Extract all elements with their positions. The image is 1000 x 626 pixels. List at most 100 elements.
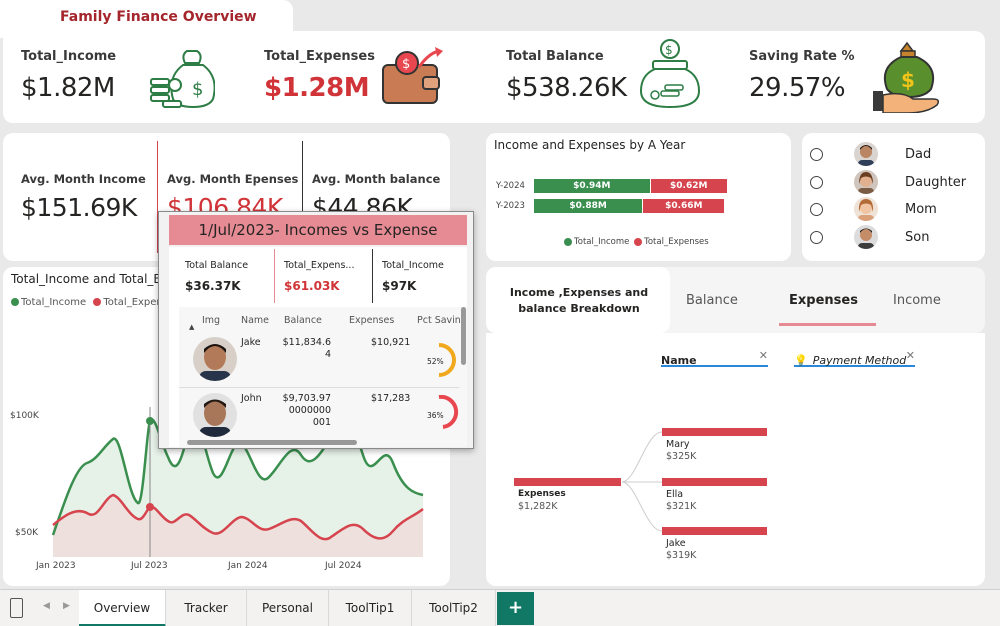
bar-expense[interactable]: $0.66M: [643, 199, 725, 213]
row-pct: 36%: [427, 411, 444, 420]
sort-icon[interactable]: ▲: [189, 323, 195, 331]
row-name: John: [241, 393, 262, 404]
tab-balance[interactable]: Balance: [686, 293, 738, 308]
tooltip-card-value: $97K: [382, 279, 417, 293]
name-filter[interactable]: Name ✕: [661, 349, 768, 367]
tab-expenses[interactable]: Expenses: [789, 293, 858, 308]
pct-gauge: [438, 395, 459, 429]
savings-jar-icon: $: [639, 39, 701, 109]
node-bar[interactable]: [662, 428, 767, 436]
legend-expense-label: Total_Expenses: [103, 297, 180, 308]
radio-button[interactable]: [810, 203, 823, 216]
chevron-right-icon[interactable]: ▶: [63, 601, 70, 611]
payment-filter[interactable]: 💡 Payment Method ✕: [794, 349, 915, 367]
svg-text:$: $: [192, 79, 203, 100]
mobile-layout-icon[interactable]: [10, 598, 23, 618]
horizontal-scrollbar[interactable]: [187, 440, 357, 445]
person-name: Mom: [905, 202, 937, 217]
row-balance: $9,703.97 0000000 001: [282, 393, 331, 428]
column-header[interactable]: Name: [241, 315, 270, 326]
name-filter-label: Name: [661, 354, 697, 367]
bar-income[interactable]: $0.88M: [534, 199, 643, 213]
bar-expense[interactable]: $0.62M: [650, 179, 727, 193]
tooltip-card-label: Total Balance: [185, 260, 249, 271]
avatar: [854, 170, 878, 194]
yearly-chart-legend: Total_Income Total_Expenses: [564, 237, 709, 247]
radio-button[interactable]: [810, 231, 823, 244]
close-icon[interactable]: ✕: [905, 349, 915, 362]
legend-expense-dot: [634, 237, 643, 246]
radio-button[interactable]: [810, 148, 823, 161]
person-row-daughter[interactable]: Daughter: [810, 170, 970, 196]
tab-income[interactable]: Income: [893, 293, 941, 308]
tab-overview[interactable]: Overview: [79, 590, 166, 626]
kpi-value-expenses: $1.28M: [264, 73, 370, 103]
tooltip-table: ▲ Img Name Balance Expenses Pct Saving J…: [179, 307, 467, 447]
table-row[interactable]: Jake $11,834.6 4 $10,921 52%: [179, 333, 459, 388]
person-row-mom[interactable]: Mom: [810, 197, 970, 223]
x-axis-label: Jul 2023: [131, 561, 168, 571]
avatar: [193, 337, 237, 381]
tab-personal[interactable]: Personal: [247, 590, 329, 626]
money-bags-icon: $: [150, 50, 215, 109]
avg-value-income: $151.69K: [21, 193, 137, 222]
person-row-son[interactable]: Son: [810, 225, 970, 251]
tree-connectors: [621, 431, 663, 532]
bar-category-label: Y-2023: [496, 201, 525, 211]
node-name: Mary: [666, 439, 690, 450]
svg-text:$: $: [402, 57, 410, 72]
avatar: [854, 225, 878, 249]
yearly-bar-area: Y-2024 $0.94M $0.62M Y-2023 $0.88M $0.66M: [486, 133, 791, 261]
person-name: Daughter: [905, 175, 967, 190]
divider: [274, 249, 275, 303]
chevron-left-icon[interactable]: ◀: [43, 601, 50, 611]
node-bar[interactable]: [662, 527, 767, 535]
vertical-scrollbar[interactable]: [461, 307, 466, 365]
kpi-label-income: Total_Income: [21, 49, 117, 64]
kpi-label-saving-rate: Saving Rate %: [749, 49, 855, 64]
pct-gauge: [438, 343, 456, 377]
root-bar[interactable]: [514, 478, 621, 486]
column-header[interactable]: Pct Saving: [417, 315, 465, 326]
column-header[interactable]: Expenses: [349, 315, 395, 326]
tab-tracker[interactable]: Tracker: [166, 590, 247, 626]
y-axis-label: $100K: [10, 411, 39, 421]
yearly-chart-card: Income and Expenses by A Year Y-2024 $0.9…: [486, 133, 791, 261]
column-header[interactable]: Img: [202, 315, 221, 326]
tooltip-header: 1/Jul/2023- Incomes vs Expense: [169, 215, 467, 245]
legend-expense-dot: [93, 298, 102, 306]
x-axis-label: Jan 2024: [228, 561, 268, 571]
divider: [372, 249, 373, 303]
legend-expense-label: Total_Expenses: [644, 237, 709, 247]
row-balance: $11,834.6 4: [282, 337, 331, 360]
close-icon[interactable]: ✕: [758, 349, 768, 362]
radio-button[interactable]: [810, 176, 823, 189]
x-axis-label: Jan 2023: [36, 561, 76, 571]
bar-income[interactable]: $0.94M: [534, 179, 650, 193]
row-expenses: $17,283: [371, 393, 411, 404]
wallet-icon: $: [382, 47, 443, 104]
avatar: [854, 142, 878, 166]
table-row[interactable]: John $9,703.97 0000000 001 $17,283 36%: [179, 389, 459, 444]
row-expenses: $10,921: [371, 337, 411, 348]
bar-category-label: Y-2024: [496, 181, 525, 191]
add-page-button[interactable]: +: [497, 592, 534, 625]
tab-tooltip1[interactable]: ToolTip1: [329, 590, 412, 626]
person-name: Son: [905, 230, 930, 245]
tooltip-card-value: $36.37K: [185, 279, 241, 293]
report-title: Family Finance Overview: [60, 9, 257, 25]
y-axis-label: $50K: [15, 528, 39, 538]
svg-text:$: $: [665, 43, 673, 57]
kpi-value-income: $1.82M: [21, 73, 115, 103]
divider: [157, 141, 158, 253]
hand-money-bag-icon: $: [873, 41, 940, 113]
kpi-value-balance: $538.26K: [506, 73, 627, 103]
lightbulb-icon: 💡: [794, 354, 808, 367]
page-tab-bar: ◀ ▶ Overview Tracker Personal ToolTip1 T…: [0, 589, 1000, 626]
tab-tooltip2[interactable]: ToolTip2: [412, 590, 496, 626]
payment-filter-label: Payment Method: [812, 354, 907, 367]
node-bar[interactable]: [662, 478, 767, 486]
tooltip-card-label: Total_Income: [382, 260, 444, 271]
person-row-dad[interactable]: Dad: [810, 142, 970, 168]
column-header[interactable]: Balance: [284, 315, 322, 326]
